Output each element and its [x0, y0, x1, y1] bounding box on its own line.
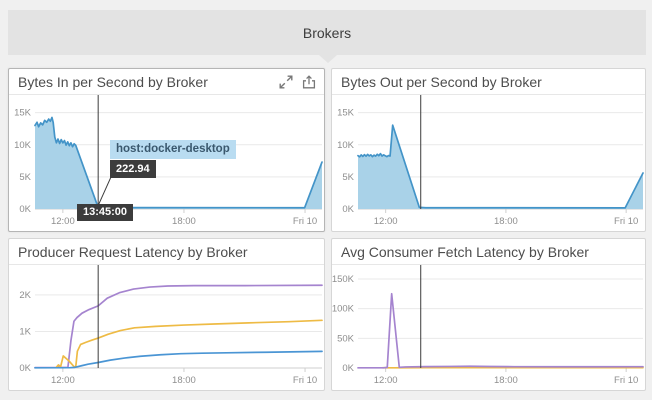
panel-header: Avg Consumer Fetch Latency by Broker: [332, 239, 645, 265]
svg-text:10K: 10K: [337, 140, 355, 151]
svg-text:12:00: 12:00: [51, 375, 75, 386]
tooltip-series-label: host:docker-desktop: [110, 140, 236, 159]
svg-text:100K: 100K: [332, 304, 355, 315]
panel-consumer-fetch-latency: Avg Consumer Fetch Latency by Broker 0K 5…: [331, 238, 646, 391]
svg-text:50K: 50K: [337, 333, 355, 344]
panel-header: Producer Request Latency by Broker: [9, 239, 324, 265]
svg-text:2K: 2K: [19, 290, 31, 301]
chart-consumer-fetch-latency[interactable]: 0K 50K 100K 150K 12:00 18:00 Fri 10: [332, 265, 645, 390]
panel-bytes-out: Bytes Out per Second by Broker 0K 5K 10K 15…: [331, 68, 646, 232]
svg-text:18:00: 18:00: [172, 375, 196, 386]
svg-text:12:00: 12:00: [51, 216, 75, 227]
panel-bytes-in: Bytes In per Second by Broker 0K 5K 10K 15K…: [8, 68, 325, 232]
svg-text:15K: 15K: [337, 108, 355, 119]
panel-header: Bytes In per Second by Broker: [9, 69, 324, 95]
group-title: Brokers: [302, 24, 352, 41]
expand-icon[interactable]: [279, 75, 293, 89]
svg-text:18:00: 18:00: [172, 216, 196, 227]
panel-header: Bytes Out per Second by Broker: [332, 69, 645, 95]
panel-title: Avg Consumer Fetch Latency by Broker: [341, 243, 589, 260]
export-icon[interactable]: [302, 74, 316, 89]
svg-text:Fri 10: Fri 10: [614, 216, 638, 227]
tooltip-time-badge: 13:45:00: [77, 204, 134, 221]
svg-text:10K: 10K: [14, 140, 32, 151]
svg-text:1K: 1K: [19, 326, 31, 337]
svg-text:0K: 0K: [19, 204, 31, 215]
tooltip-value: 222.94: [110, 160, 156, 178]
panel-title: Bytes Out per Second by Broker: [341, 73, 542, 90]
svg-text:5K: 5K: [19, 172, 31, 183]
svg-text:Fri 10: Fri 10: [293, 375, 317, 386]
svg-text:Fri 10: Fri 10: [293, 216, 317, 227]
svg-text:0K: 0K: [19, 363, 31, 374]
panel-producer-latency: Producer Request Latency by Broker 0K 1K 2…: [8, 238, 325, 391]
svg-text:15K: 15K: [14, 108, 32, 119]
group-header-brokers[interactable]: Brokers: [8, 10, 646, 55]
chart-bytes-in[interactable]: 0K 5K 10K 15K 12:00 18:00 Fri 10 host:docker-d…: [9, 95, 324, 231]
svg-text:0K: 0K: [342, 204, 354, 215]
chart-bytes-out[interactable]: 0K 5K 10K 15K 12:00 18:00 Fri 10: [332, 95, 645, 231]
svg-text:12:00: 12:00: [374, 375, 398, 386]
svg-text:150K: 150K: [332, 274, 355, 285]
svg-text:18:00: 18:00: [494, 216, 518, 227]
svg-text:0K: 0K: [342, 363, 354, 374]
group-pointer-triangle: [319, 55, 337, 63]
svg-text:18:00: 18:00: [494, 375, 518, 386]
svg-text:Fri 10: Fri 10: [614, 375, 638, 386]
panel-title: Bytes In per Second by Broker: [18, 73, 208, 90]
svg-text:5K: 5K: [342, 172, 354, 183]
chart-producer-latency[interactable]: 0K 1K 2K 12:00 18:00 Fri 10: [9, 265, 324, 390]
panel-title: Producer Request Latency by Broker: [18, 243, 248, 260]
panel-toolbar: [279, 74, 316, 89]
svg-text:12:00: 12:00: [374, 216, 398, 227]
